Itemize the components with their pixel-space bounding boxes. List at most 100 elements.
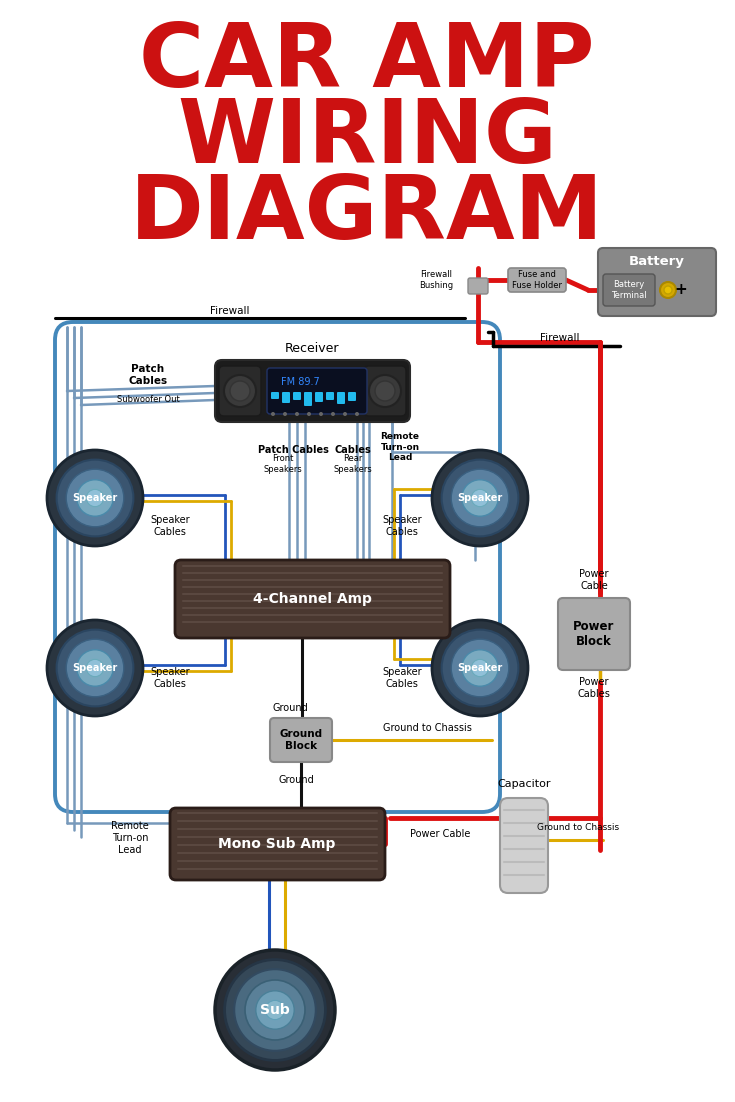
- Circle shape: [245, 980, 305, 1040]
- Text: Capacitor: Capacitor: [498, 779, 551, 789]
- Circle shape: [76, 650, 113, 687]
- Circle shape: [369, 375, 401, 407]
- Circle shape: [86, 489, 104, 507]
- Circle shape: [57, 629, 133, 706]
- Text: Subwoofer Out: Subwoofer Out: [117, 396, 179, 404]
- Text: Battery: Battery: [629, 256, 685, 269]
- Circle shape: [343, 412, 347, 415]
- Circle shape: [442, 629, 518, 706]
- Text: Ground
Block: Ground Block: [279, 730, 323, 750]
- Text: Ground: Ground: [278, 775, 314, 785]
- FancyBboxPatch shape: [271, 392, 279, 399]
- Text: Speaker
Cables: Speaker Cables: [150, 516, 190, 537]
- Circle shape: [355, 412, 359, 415]
- FancyBboxPatch shape: [315, 392, 323, 402]
- Circle shape: [224, 375, 256, 407]
- FancyBboxPatch shape: [270, 719, 332, 761]
- FancyBboxPatch shape: [364, 366, 406, 415]
- Circle shape: [230, 381, 250, 401]
- Circle shape: [451, 469, 509, 527]
- Circle shape: [76, 479, 113, 516]
- FancyBboxPatch shape: [267, 368, 367, 414]
- FancyBboxPatch shape: [500, 798, 548, 893]
- Text: Speaker: Speaker: [457, 663, 503, 673]
- Circle shape: [265, 1001, 284, 1019]
- Text: Patch Cables: Patch Cables: [257, 445, 329, 455]
- FancyBboxPatch shape: [337, 392, 345, 404]
- Circle shape: [295, 412, 299, 415]
- Circle shape: [664, 287, 672, 294]
- Circle shape: [442, 460, 518, 537]
- Circle shape: [451, 639, 509, 696]
- Circle shape: [225, 960, 326, 1060]
- Circle shape: [462, 479, 498, 516]
- Circle shape: [86, 659, 104, 677]
- Text: +: +: [675, 282, 687, 298]
- FancyBboxPatch shape: [558, 598, 630, 670]
- FancyBboxPatch shape: [603, 274, 655, 306]
- FancyBboxPatch shape: [304, 392, 312, 406]
- Text: Receiver: Receiver: [284, 342, 340, 355]
- Text: 4-Channel Amp: 4-Channel Amp: [253, 592, 371, 606]
- Text: Mono Sub Amp: Mono Sub Amp: [218, 838, 336, 851]
- Text: Speaker: Speaker: [72, 663, 118, 673]
- Text: Speaker: Speaker: [457, 493, 503, 503]
- FancyBboxPatch shape: [215, 360, 410, 422]
- Text: Speaker: Speaker: [72, 493, 118, 503]
- Text: Front
Speakers: Front Speakers: [264, 454, 302, 474]
- FancyBboxPatch shape: [219, 366, 261, 415]
- Text: Firewall: Firewall: [540, 333, 580, 343]
- Text: FM 89.7: FM 89.7: [281, 377, 320, 387]
- Text: Ground to Chassis: Ground to Chassis: [382, 723, 471, 733]
- Circle shape: [47, 620, 143, 716]
- Text: DIAGRAM: DIAGRAM: [130, 171, 604, 258]
- FancyBboxPatch shape: [598, 248, 716, 316]
- Text: Sub: Sub: [260, 1003, 290, 1017]
- Circle shape: [471, 659, 489, 677]
- Text: Ground to Chassis: Ground to Chassis: [537, 822, 619, 832]
- Circle shape: [47, 450, 143, 545]
- Text: Power
Cables: Power Cables: [578, 678, 611, 699]
- FancyBboxPatch shape: [175, 560, 450, 638]
- Text: Patch
Cables: Patch Cables: [129, 364, 168, 386]
- FancyBboxPatch shape: [468, 278, 488, 294]
- Circle shape: [319, 412, 323, 415]
- Text: Rear
Speakers: Rear Speakers: [334, 454, 373, 474]
- Circle shape: [660, 282, 676, 298]
- Circle shape: [283, 412, 287, 415]
- Text: Firewall
Bushing: Firewall Bushing: [419, 270, 453, 290]
- Circle shape: [471, 489, 489, 507]
- Text: Speaker
Cables: Speaker Cables: [382, 667, 422, 689]
- FancyBboxPatch shape: [170, 808, 385, 880]
- Circle shape: [331, 412, 335, 415]
- Circle shape: [234, 969, 316, 1051]
- Text: Remote
Turn-on
Lead: Remote Turn-on Lead: [111, 821, 149, 854]
- Circle shape: [256, 991, 294, 1029]
- Text: Remote
Turn-on
Lead: Remote Turn-on Lead: [381, 432, 420, 462]
- Text: Power Cable: Power Cable: [410, 829, 470, 839]
- Text: CAR AMP: CAR AMP: [139, 19, 595, 106]
- FancyBboxPatch shape: [282, 392, 290, 403]
- Circle shape: [57, 460, 133, 537]
- FancyBboxPatch shape: [348, 392, 356, 401]
- Circle shape: [432, 450, 528, 545]
- Circle shape: [271, 412, 275, 415]
- Text: Power
Cable: Power Cable: [579, 570, 609, 591]
- Circle shape: [307, 412, 311, 415]
- FancyBboxPatch shape: [508, 268, 566, 292]
- Text: Firewall: Firewall: [210, 306, 250, 316]
- Circle shape: [215, 950, 335, 1070]
- FancyBboxPatch shape: [293, 392, 301, 400]
- Circle shape: [375, 381, 395, 401]
- Text: Ground: Ground: [272, 703, 308, 713]
- Text: WIRING: WIRING: [177, 95, 557, 182]
- Circle shape: [432, 620, 528, 716]
- FancyBboxPatch shape: [326, 392, 334, 400]
- Text: Speaker
Cables: Speaker Cables: [382, 516, 422, 537]
- Text: Power
Block: Power Block: [573, 620, 614, 648]
- Circle shape: [66, 639, 123, 696]
- Text: Speaker
Cables: Speaker Cables: [150, 667, 190, 689]
- Text: Fuse and
Fuse Holder: Fuse and Fuse Holder: [512, 270, 562, 290]
- Text: Cables: Cables: [334, 445, 371, 455]
- Text: Battery
Terminal: Battery Terminal: [612, 280, 647, 300]
